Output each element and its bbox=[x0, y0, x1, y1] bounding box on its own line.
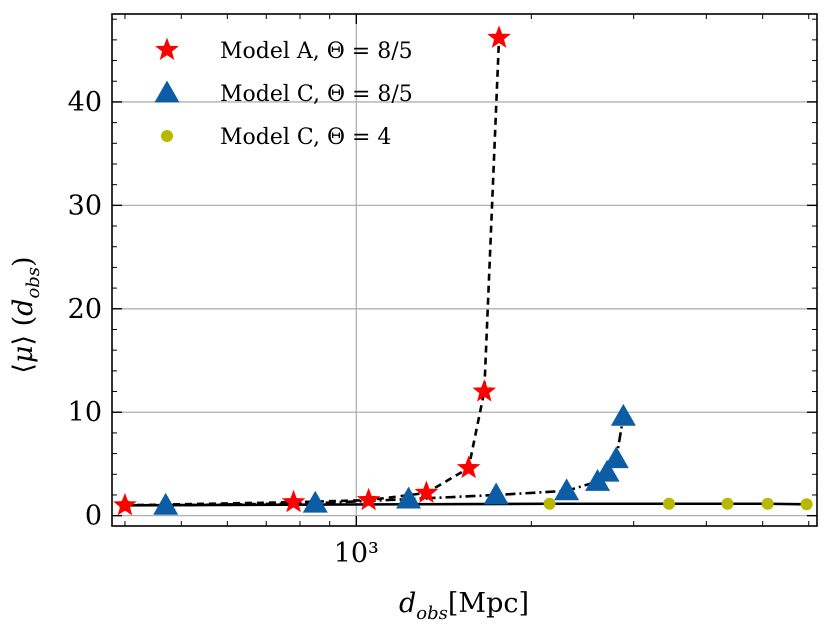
data-point-triangle bbox=[554, 478, 580, 501]
series-line-2 bbox=[124, 502, 807, 507]
y-tick-label: 0 bbox=[85, 501, 102, 532]
x-tick-label: 10³ bbox=[334, 538, 379, 569]
data-point-circle bbox=[721, 497, 734, 510]
legend-entry-model-c-4: Model C, Θ = 4 bbox=[161, 125, 391, 150]
data-point-triangle bbox=[603, 446, 629, 469]
legend-circle-icon bbox=[161, 130, 173, 142]
legend-triangle-marker bbox=[154, 80, 180, 103]
data-point-triangle bbox=[153, 492, 179, 515]
x-axis-label: dobs[Mpc] bbox=[399, 588, 529, 624]
data-point-circle bbox=[543, 497, 556, 510]
data-point-triangle bbox=[594, 459, 620, 482]
data-point-triangle bbox=[483, 482, 509, 505]
data-point-triangle bbox=[302, 490, 328, 513]
series-line-1 bbox=[165, 416, 625, 507]
legend-star-marker bbox=[155, 37, 179, 61]
series-marks-layer bbox=[113, 25, 813, 516]
y-tick-label: 20 bbox=[68, 294, 102, 325]
data-point-circle bbox=[662, 497, 675, 510]
legend-entry-model-a: Model A, Θ = 8/5 bbox=[155, 37, 413, 64]
y-axis-label: ⟨μ⟩ (dobs) bbox=[8, 256, 44, 373]
data-point-star bbox=[487, 25, 511, 48]
data-point-star bbox=[456, 455, 481, 479]
grid-layer bbox=[112, 14, 817, 526]
data-point-star bbox=[113, 492, 137, 516]
series-lines-layer bbox=[124, 37, 807, 507]
ticks-layer bbox=[112, 14, 817, 526]
data-point-triangle bbox=[396, 486, 422, 509]
data-point-star bbox=[356, 487, 381, 511]
legend-entry-model-c-8-5: Model C, Θ = 8/5 bbox=[154, 80, 413, 107]
data-point-star bbox=[281, 489, 306, 513]
legend: Model A, Θ = 8/5 Model C, Θ = 8/5 Model … bbox=[154, 37, 413, 150]
series-line-0 bbox=[124, 37, 501, 507]
legend-circle-marker bbox=[161, 130, 173, 142]
legend-star-icon bbox=[155, 37, 179, 61]
tick-labels-layer: 0 10 20 30 40 10³ bbox=[68, 87, 379, 569]
data-point-star bbox=[472, 379, 497, 402]
data-point-triangle bbox=[610, 403, 636, 426]
plot-frame bbox=[111, 13, 818, 527]
legend-label-model-a: Model A, Θ = 8/5 bbox=[220, 39, 413, 64]
legend-label-model-c-8-5: Model C, Θ = 8/5 bbox=[220, 82, 413, 107]
y-tick-label: 30 bbox=[68, 190, 102, 221]
data-point-circle bbox=[800, 498, 813, 511]
data-point-star bbox=[414, 480, 439, 503]
data-point-circle bbox=[761, 497, 774, 510]
legend-triangle-icon bbox=[154, 80, 180, 103]
y-tick-label: 40 bbox=[68, 87, 102, 118]
y-tick-label: 10 bbox=[68, 397, 102, 428]
legend-label-model-c-4: Model C, Θ = 4 bbox=[220, 125, 391, 150]
